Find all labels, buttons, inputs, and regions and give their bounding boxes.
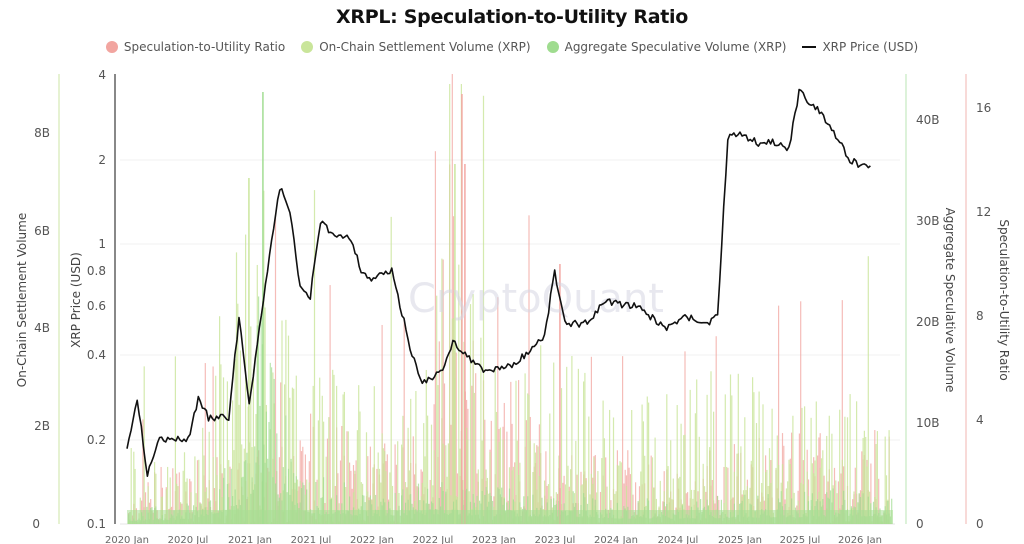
svg-text:2025 Jan: 2025 Jan	[718, 535, 762, 544]
svg-text:4B: 4B	[34, 321, 50, 335]
svg-text:1: 1	[98, 237, 106, 251]
svg-text:2023 Jan: 2023 Jan	[472, 535, 516, 544]
svg-text:2020 Jul: 2020 Jul	[168, 535, 209, 544]
svg-text:10B: 10B	[916, 416, 940, 430]
legend-label: On-Chain Settlement Volume (XRP)	[319, 40, 531, 54]
svg-text:2021 Jul: 2021 Jul	[291, 535, 332, 544]
svg-text:0: 0	[32, 517, 40, 531]
svg-text:0: 0	[916, 517, 924, 531]
svg-text:2024 Jan: 2024 Jan	[594, 535, 638, 544]
speculative-axis-label: Aggregate Speculative Volume	[943, 208, 957, 393]
svg-text:2025 Jul: 2025 Jul	[780, 535, 821, 544]
settlement-axis-label: On-Chain Settlement Volume	[15, 213, 29, 387]
legend-label: XRP Price (USD)	[822, 40, 919, 54]
svg-text:16: 16	[976, 101, 991, 115]
volume-bars	[127, 74, 893, 525]
svg-text:2022 Jul: 2022 Jul	[413, 535, 454, 544]
svg-text:2020 Jan: 2020 Jan	[105, 535, 149, 544]
svg-text:0.4: 0.4	[87, 348, 106, 362]
x-axis-ticks: 2020 Jan 2020 Jul 2021 Jan 2021 Jul 2022…	[105, 535, 882, 544]
speculative-axis-ticks: 0 10B 20B 30B 40B	[916, 113, 940, 531]
legend-item-speculative[interactable]: Aggregate Speculative Volume (XRP)	[546, 40, 787, 54]
legend-line-icon	[802, 46, 817, 48]
svg-text:0.1: 0.1	[87, 517, 106, 531]
svg-text:2022 Jan: 2022 Jan	[350, 535, 394, 544]
legend-item-ratio[interactable]: Speculation-to-Utility Ratio	[105, 40, 286, 54]
svg-text:2B: 2B	[34, 419, 50, 433]
price-axis-ticks: 0.1 0.2 0.4 0.6 0.8 1 2 4	[87, 68, 106, 531]
watermark: CryptoQuant	[408, 276, 664, 322]
ratio-axis-label: Speculation-to-Utility Ratio	[997, 219, 1011, 380]
legend-dot-icon	[546, 41, 559, 53]
svg-text:12: 12	[976, 205, 991, 219]
legend-item-settlement[interactable]: On-Chain Settlement Volume (XRP)	[301, 40, 531, 54]
svg-text:0.6: 0.6	[87, 299, 106, 313]
legend-label: Speculation-to-Utility Ratio	[123, 40, 286, 54]
legend-dot-icon	[301, 41, 314, 53]
svg-text:20B: 20B	[916, 315, 940, 329]
svg-text:30B: 30B	[916, 214, 940, 228]
svg-text:2024 Jul: 2024 Jul	[658, 535, 699, 544]
svg-text:8B: 8B	[34, 126, 50, 140]
svg-text:2023 Jul: 2023 Jul	[535, 535, 576, 544]
svg-text:8: 8	[976, 309, 984, 323]
legend-label: Aggregate Speculative Volume (XRP)	[564, 40, 787, 54]
settlement-axis-ticks: 0 2B 4B 6B 8B	[32, 126, 50, 531]
svg-text:0.8: 0.8	[87, 264, 106, 278]
svg-text:2021 Jan: 2021 Jan	[228, 535, 272, 544]
svg-text:2026 Jan: 2026 Jan	[838, 535, 882, 544]
svg-text:0.2: 0.2	[87, 433, 106, 447]
xrp-price-line	[126, 88, 871, 477]
svg-text:4: 4	[976, 413, 984, 427]
svg-text:2: 2	[98, 153, 106, 167]
ratio-axis-ticks: 0 4 8 12 16	[976, 101, 991, 531]
chart-title: XRPL: Speculation-to-Utility Ratio	[336, 6, 688, 28]
legend-item-price[interactable]: XRP Price (USD)	[802, 40, 918, 54]
price-axis-label: XRP Price (USD)	[69, 252, 83, 348]
svg-text:40B: 40B	[916, 113, 940, 127]
svg-text:6B: 6B	[34, 224, 50, 238]
chart-legend: Speculation-to-Utility Ratio On-Chain Se…	[0, 40, 1024, 54]
legend-dot-icon	[105, 41, 118, 53]
svg-text:4: 4	[98, 68, 106, 82]
svg-text:0: 0	[976, 517, 984, 531]
